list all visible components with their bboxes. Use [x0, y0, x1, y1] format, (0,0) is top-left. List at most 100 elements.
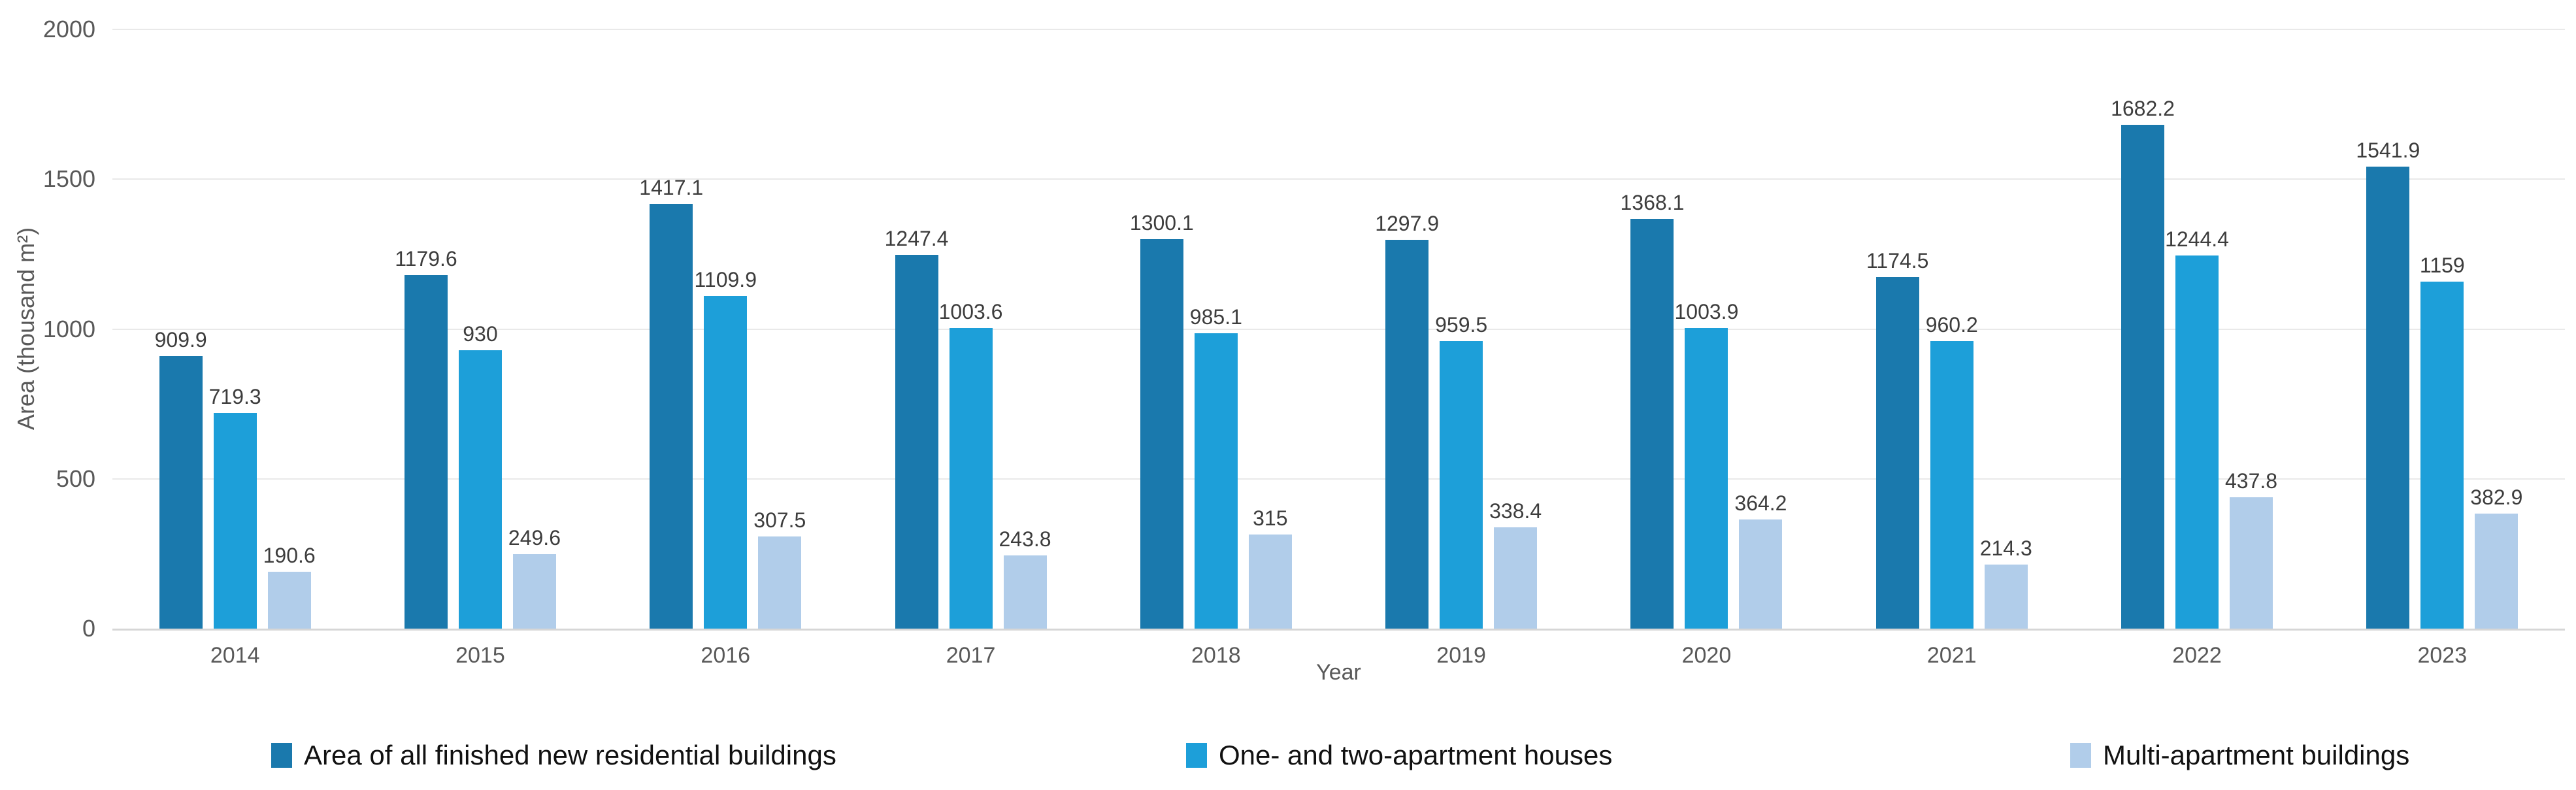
bar — [1248, 534, 1292, 629]
bar-value-label: 1682.2 — [2111, 96, 2175, 120]
bar — [650, 204, 693, 629]
bar-column: 1682.2 — [2111, 29, 2175, 629]
bar-column: 1541.9 — [2356, 29, 2420, 629]
bar-column: 315 — [1248, 29, 1292, 629]
bar-column: 1300.1 — [1130, 29, 1194, 629]
bar-column: 1417.1 — [639, 29, 703, 629]
bar-column: 1159 — [2420, 29, 2465, 629]
bar — [1984, 564, 2028, 629]
bar-value-label: 243.8 — [999, 527, 1051, 551]
bar-value-label: 307.5 — [753, 508, 806, 533]
bar-column: 1244.4 — [2165, 29, 2229, 629]
bar-value-label: 315 — [1253, 506, 1288, 530]
legend-item-3: Multi-apartment buildings — [2070, 737, 2409, 774]
bar-column: 930 — [458, 29, 502, 629]
bar — [2121, 124, 2165, 629]
bar — [949, 327, 993, 629]
bar-group-2018: 1300.1 985.1 315 2018 — [1093, 29, 1338, 667]
bar-value-label: 364.2 — [1734, 491, 1787, 516]
bar — [1494, 527, 1538, 629]
bar — [1194, 333, 1238, 629]
bar-value-label: 930 — [463, 321, 498, 346]
bar-column: 214.3 — [1980, 29, 2032, 629]
gridline-500 — [112, 478, 2565, 480]
bar — [704, 296, 748, 629]
bar — [1440, 341, 1483, 629]
bar — [1685, 327, 1728, 629]
plot-area: 909.9 719.3 190.6 2014 1179.6 930 249.6 2015 141… — [112, 29, 2565, 667]
bar-group-2023: 1541.9 1159 382.9 2023 — [2320, 29, 2565, 667]
bar — [2230, 497, 2273, 629]
bar-column: 364.2 — [1734, 29, 1787, 629]
bar-column: 1003.9 — [1674, 29, 1738, 629]
legend-item-1: Area of all finished new residential bui… — [271, 737, 836, 774]
bar-column: 1109.9 — [694, 29, 757, 629]
legend-item-2: One- and two-apartment houses — [1186, 737, 1612, 774]
legend-marker-icon — [2070, 743, 2091, 768]
y-tick-label-1500: 1500 — [42, 165, 95, 193]
bar-column: 909.9 — [155, 29, 207, 629]
bar-column: 437.8 — [2225, 29, 2277, 629]
legend-marker-icon — [1186, 743, 1207, 768]
bar-value-label: 338.4 — [1489, 499, 1542, 523]
bar-value-label: 1541.9 — [2356, 139, 2420, 163]
bar-column: 1297.9 — [1375, 29, 1439, 629]
bar-value-label: 909.9 — [154, 327, 207, 352]
bar-value-label: 1003.6 — [938, 299, 1003, 323]
bar-column: 1174.5 — [1866, 29, 1928, 629]
bar — [2175, 255, 2219, 629]
legend-label: Area of all finished new residential bui… — [304, 740, 836, 770]
bar — [1003, 555, 1047, 629]
bar — [1385, 239, 1429, 629]
bar — [2366, 167, 2410, 629]
x-tick-label-2016: 2016 — [701, 643, 751, 668]
bar-value-label: 1003.9 — [1674, 299, 1739, 323]
bar-column: 382.9 — [2470, 29, 2522, 629]
bar-group-2022: 1682.2 1244.4 437.8 2022 — [2074, 29, 2319, 667]
bar-column: 1003.6 — [939, 29, 1002, 629]
y-tick-label-500: 500 — [56, 465, 95, 492]
bar — [1875, 276, 1919, 629]
bar-value-label: 1247.4 — [884, 227, 949, 251]
bar-value-label: 1174.5 — [1866, 248, 1929, 272]
bar-value-label: 1297.9 — [1375, 211, 1440, 235]
y-axis-ticks: 0 500 1000 1500 2000 — [0, 18, 95, 640]
bar — [1140, 239, 1183, 629]
bar — [404, 275, 448, 629]
x-tick-label-2023: 2023 — [2417, 643, 2468, 668]
x-tick-label-2018: 2018 — [1191, 643, 1241, 668]
bar-value-label: 1368.1 — [1620, 190, 1685, 214]
bar-column: 1247.4 — [885, 29, 948, 629]
bar-value-label: 1179.6 — [395, 247, 457, 271]
x-axis-title: Year — [1316, 660, 1361, 685]
bar — [2475, 514, 2518, 629]
gridline-1500 — [112, 178, 2565, 180]
gridline-1000 — [112, 328, 2565, 330]
bar — [1630, 218, 1674, 629]
legend-marker-icon — [271, 743, 292, 768]
bar — [267, 571, 311, 629]
bar-value-label: 719.3 — [208, 385, 261, 409]
bar — [512, 553, 556, 629]
bar-value-label: 214.3 — [1979, 536, 2032, 560]
x-tick-label-2021: 2021 — [1926, 643, 1977, 668]
bar-column: 1179.6 — [395, 29, 457, 629]
legend-label: Multi-apartment buildings — [2103, 740, 2410, 770]
x-tick-label-2019: 2019 — [1436, 643, 1486, 668]
bar-group-2016: 1417.1 1109.9 307.5 2016 — [603, 29, 848, 667]
bar-value-label: 1300.1 — [1129, 210, 1194, 235]
bar — [159, 355, 203, 629]
bar-column: 959.5 — [1435, 29, 1487, 629]
bar-value-label: 1417.1 — [639, 176, 704, 200]
bar-group-2014: 909.9 719.3 190.6 2014 — [112, 29, 357, 667]
bar — [758, 536, 802, 629]
bar-value-label: 960.2 — [1925, 312, 1978, 337]
bar-column: 307.5 — [753, 29, 806, 629]
bar-value-label: 1109.9 — [694, 268, 757, 292]
y-tick-label-0: 0 — [82, 615, 95, 642]
y-tick-label-1000: 1000 — [42, 315, 95, 342]
bar — [895, 255, 938, 629]
bar-value-label: 190.6 — [263, 543, 316, 567]
bar — [458, 350, 502, 629]
